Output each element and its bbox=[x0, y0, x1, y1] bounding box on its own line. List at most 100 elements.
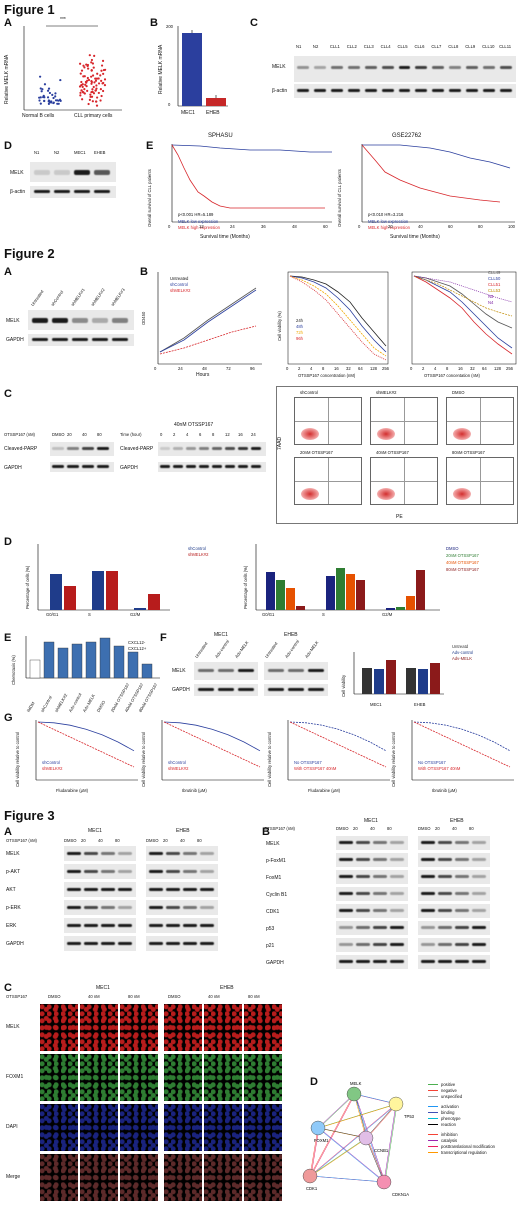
blot-1c-melk bbox=[294, 56, 516, 82]
blot-strip bbox=[418, 904, 490, 918]
panel-label-1d: D bbox=[4, 140, 12, 152]
blot-strip bbox=[336, 887, 408, 901]
blot-band bbox=[199, 447, 209, 450]
x-tick: 100 bbox=[508, 224, 515, 229]
x-tick: 2 bbox=[422, 366, 425, 371]
3a-cell-eheb: EHEB bbox=[176, 828, 190, 834]
blot-band bbox=[472, 858, 486, 861]
microscopy-tile bbox=[244, 1004, 282, 1051]
legend-item: transcriptional regulation bbox=[441, 1150, 487, 1155]
microscopy-tile bbox=[204, 1104, 242, 1151]
blot-strip bbox=[336, 870, 408, 884]
2f-left-title: MEC1 bbox=[214, 632, 228, 638]
network-node bbox=[358, 1130, 374, 1146]
blot-band bbox=[472, 943, 486, 946]
group-label-cll: CLL primary cells bbox=[74, 113, 113, 119]
legend-swatch bbox=[428, 1096, 438, 1097]
scatter-point bbox=[100, 94, 103, 98]
blot-band bbox=[421, 943, 435, 946]
blot-band bbox=[200, 852, 214, 855]
blot-strip bbox=[146, 936, 218, 951]
lane-label: shMELK#3 bbox=[109, 287, 126, 307]
x-tick: 0 bbox=[286, 366, 289, 371]
blot-band bbox=[308, 688, 324, 691]
panel-label-2a: A bbox=[4, 266, 12, 278]
network-edge bbox=[309, 1127, 319, 1177]
micro-row-label: MELK bbox=[6, 1024, 20, 1030]
time-course-label: Time (hour) bbox=[120, 432, 142, 437]
scatter-point bbox=[82, 75, 85, 78]
scatter-point bbox=[100, 79, 103, 82]
facs-plot bbox=[294, 457, 362, 505]
x-tick: 64 bbox=[482, 366, 487, 371]
dose-label: DMSO bbox=[64, 838, 77, 843]
facs-title: shMELK#2 bbox=[376, 390, 397, 395]
microscopy-tile bbox=[80, 1004, 118, 1051]
scatter-point bbox=[80, 89, 83, 92]
blot-1c-actin bbox=[294, 84, 516, 98]
microscopy-tile bbox=[80, 1154, 118, 1201]
blot-band bbox=[84, 852, 98, 855]
scatter-point bbox=[51, 93, 54, 96]
blot-band bbox=[381, 89, 394, 92]
blot-band bbox=[421, 892, 435, 895]
dose-label: DMSO bbox=[336, 826, 349, 831]
legend-item: activation bbox=[441, 1104, 459, 1109]
microscopy-tile bbox=[244, 1054, 282, 1101]
blot-band bbox=[149, 870, 163, 873]
3b-dose-labels-eheb: DMSO 20 40 80 bbox=[418, 826, 488, 834]
legend-item: DMSO bbox=[446, 546, 459, 551]
blot-band bbox=[438, 875, 452, 878]
blot-band bbox=[112, 318, 128, 323]
km-right-xticks: 0 20 40 60 80 100 bbox=[358, 224, 518, 232]
ytick-200: 200 bbox=[166, 24, 173, 29]
scatter-point bbox=[82, 91, 85, 94]
blot-strip bbox=[146, 918, 218, 933]
2g-ylabel: Cell viability relative to control bbox=[15, 731, 20, 787]
sig-stars-1a: *** bbox=[60, 17, 66, 23]
blot-band bbox=[97, 465, 109, 468]
blot-strip bbox=[418, 887, 490, 901]
scatter-point bbox=[46, 89, 50, 92]
blot-band bbox=[212, 465, 222, 468]
legend-item: phenotype bbox=[441, 1116, 461, 1121]
2g-ylabel: Cell viability relative to control bbox=[267, 731, 272, 787]
legend-item: 40nM OTSSP167 bbox=[446, 560, 479, 565]
scatter-point bbox=[102, 72, 105, 75]
dose-label: 80 bbox=[97, 432, 102, 437]
scatter-point bbox=[82, 64, 85, 67]
legend-item: 72h bbox=[296, 330, 303, 335]
km-right-ylabel: Overall survival of CLL patients bbox=[337, 169, 342, 227]
dose-label: 20 bbox=[67, 432, 72, 437]
3a-dose-labels-mec1: DMSO 20 40 80 bbox=[64, 838, 134, 846]
blot-row-label: p21 bbox=[266, 943, 275, 949]
blot-1d-melk bbox=[30, 162, 116, 182]
scatter-point bbox=[96, 72, 99, 75]
2g-ylabel: Cell viability relative to control bbox=[391, 731, 396, 787]
scatter-point bbox=[90, 95, 94, 98]
blot-2a-melk bbox=[28, 310, 134, 330]
facs-plot bbox=[370, 457, 438, 505]
2f-cell-eheb: EHEB bbox=[414, 702, 426, 707]
3a-treat-label: OTSSP167 (nM) bbox=[6, 838, 37, 843]
network-node bbox=[310, 1120, 326, 1136]
chemotaxis-bar bbox=[29, 659, 41, 679]
scatter-point bbox=[38, 96, 41, 99]
microscopy-tile bbox=[204, 1004, 242, 1051]
x-tick: 32 bbox=[470, 366, 475, 371]
blot-strip bbox=[336, 921, 408, 935]
scatter-point bbox=[54, 92, 57, 95]
blot-band bbox=[52, 447, 64, 450]
category-label: Adv-control bbox=[67, 692, 83, 713]
growth-xticks: 0 24 48 72 96 bbox=[154, 366, 266, 374]
category-label: Adv-MELK bbox=[81, 693, 97, 713]
blot-band bbox=[421, 960, 435, 963]
legend-item: reaction bbox=[441, 1122, 456, 1127]
figure-1-title: Figure 1 bbox=[4, 2, 55, 17]
legend-swatch bbox=[428, 1152, 438, 1153]
2f-right-title: EHEB bbox=[284, 632, 298, 638]
legend-swatch bbox=[428, 1124, 438, 1125]
blot-band bbox=[455, 909, 469, 912]
scatter-point bbox=[39, 102, 42, 105]
blot-strip bbox=[418, 921, 490, 935]
